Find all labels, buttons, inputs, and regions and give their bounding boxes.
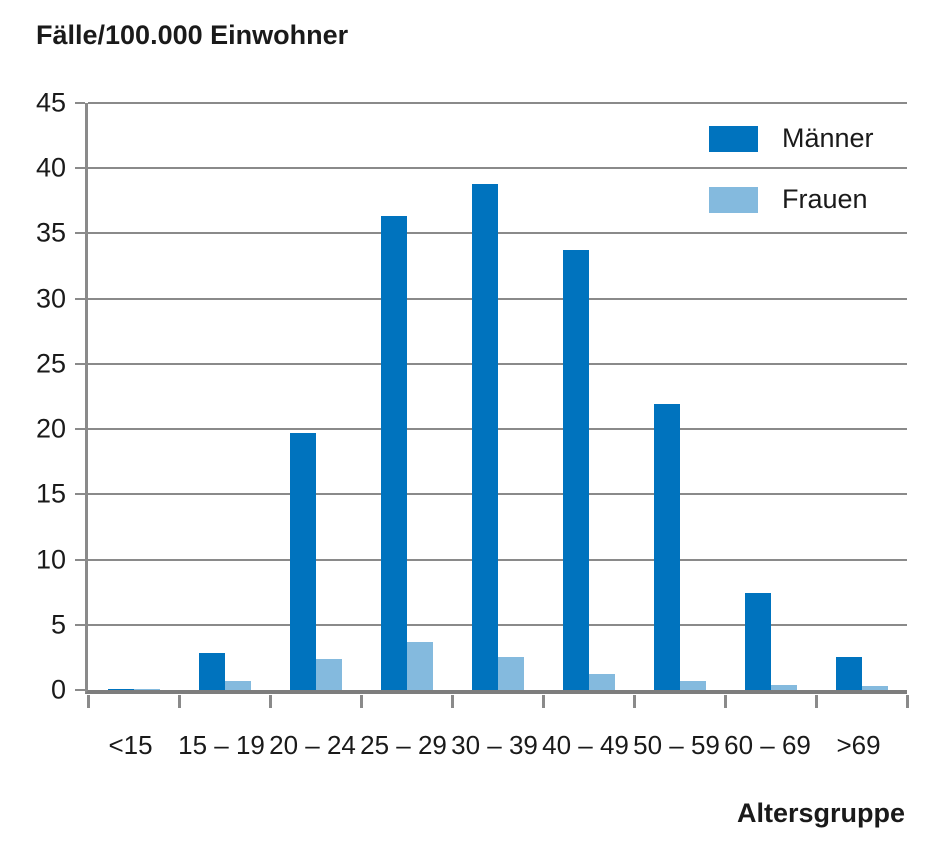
y-axis-tick-15	[75, 493, 85, 496]
y-axis-tick-label-15: 15	[35, 478, 66, 509]
x-axis-tick-5	[541, 695, 545, 708]
x-axis-tick-label-3: 25 – 29	[360, 730, 447, 760]
y-axis-tick-label-20: 20	[35, 413, 66, 444]
y-axis-tick-label-40: 40	[35, 152, 66, 183]
bar-frauen-1	[224, 681, 251, 690]
y-axis-tick-0	[75, 689, 85, 691]
x-axis-tick-3	[359, 695, 363, 708]
bar-frauen-7	[770, 685, 797, 690]
gridline-y-15	[88, 493, 907, 496]
bar-frauen-3	[406, 642, 433, 690]
x-axis-tick-label-8: >69	[836, 730, 881, 760]
y-axis-tick-25	[75, 362, 85, 365]
bar-frauen-5	[588, 674, 615, 690]
y-axis-tick-label-35: 35	[35, 217, 66, 248]
y-axis-tick-20	[75, 428, 85, 431]
maenner-legend-label: Männer	[782, 123, 874, 153]
x-axis-tick-label-2: 20 – 24	[269, 730, 356, 760]
y-axis-tick-35	[75, 232, 85, 235]
gridline-y-45	[88, 102, 907, 104]
x-axis-tick-1	[177, 695, 181, 708]
legend-item-maenner: Männer	[709, 123, 874, 154]
y-axis-tick-label-30: 30	[35, 283, 66, 314]
frauen-legend-label: Frauen	[782, 184, 868, 214]
y-axis-labels: 0 5 10 15 20 25 30 35 40 45	[0, 0, 66, 851]
x-axis-tick-6	[632, 695, 636, 708]
gridline-y-40	[88, 167, 907, 170]
gridline-y-5	[88, 623, 907, 626]
x-axis-tick-8	[814, 695, 818, 708]
bar-maenner-6	[653, 404, 680, 690]
y-axis-tick-label-25: 25	[35, 348, 66, 379]
x-axis-title: Altersgruppe	[736, 798, 905, 828]
x-axis-tick-9	[905, 695, 909, 708]
bar-frauen-0	[133, 689, 160, 690]
gridline-y-20	[88, 428, 907, 431]
y-axis-tick-30	[75, 297, 85, 300]
frauen-legend-swatch	[709, 186, 758, 213]
x-axis-tick-label-1: 15 – 19	[178, 730, 265, 760]
y-axis-tick-label-10: 10	[35, 544, 66, 575]
x-axis-tick-label-0: <15	[108, 730, 153, 760]
x-axis-tick-2	[268, 695, 272, 708]
y-axis-tick-label-45: 45	[35, 87, 66, 118]
x-axis-tick-label-6: 50 – 59	[633, 730, 720, 760]
bar-maenner-5	[562, 250, 589, 690]
legend-item-frauen: Frauen	[709, 184, 868, 215]
x-axis-tick-7	[723, 695, 727, 708]
maenner-legend-swatch	[709, 125, 758, 152]
y-axis-tick-label-0: 0	[50, 674, 66, 705]
bar-maenner-3	[380, 216, 407, 690]
bar-maenner-0	[107, 689, 134, 690]
bar-maenner-4	[471, 184, 498, 690]
y-axis-tick-10	[75, 558, 85, 561]
bar-maenner-7	[744, 593, 771, 690]
bar-frauen-4	[497, 657, 524, 690]
y-axis-tick-label-5: 5	[50, 609, 66, 640]
x-axis-tick-0	[86, 695, 90, 708]
bar-frauen-6	[679, 681, 706, 690]
x-axis-tick-label-5: 40 – 49	[542, 730, 629, 760]
x-axis-tick-4	[450, 695, 454, 708]
gridline-y-10	[88, 558, 907, 561]
x-axis-tick-label-4: 30 – 39	[451, 730, 538, 760]
y-axis-tick-5	[75, 623, 85, 626]
bar-maenner-2	[289, 433, 316, 690]
chart-title: Fälle/100.000 Einwohner	[36, 20, 349, 50]
bar-maenner-1	[198, 653, 225, 690]
bar-frauen-2	[315, 659, 342, 690]
bar-maenner-8	[835, 657, 862, 690]
gridline-y-35	[88, 232, 907, 235]
plot-area	[75, 102, 909, 708]
y-axis-tick-45	[75, 102, 85, 104]
y-axis-tick-40	[75, 167, 85, 170]
gridline-y-30	[88, 297, 907, 300]
x-axis-tick-label-7: 60 – 69	[724, 730, 811, 760]
gridline-y-25	[88, 362, 907, 365]
bar-frauen-8	[861, 686, 888, 690]
